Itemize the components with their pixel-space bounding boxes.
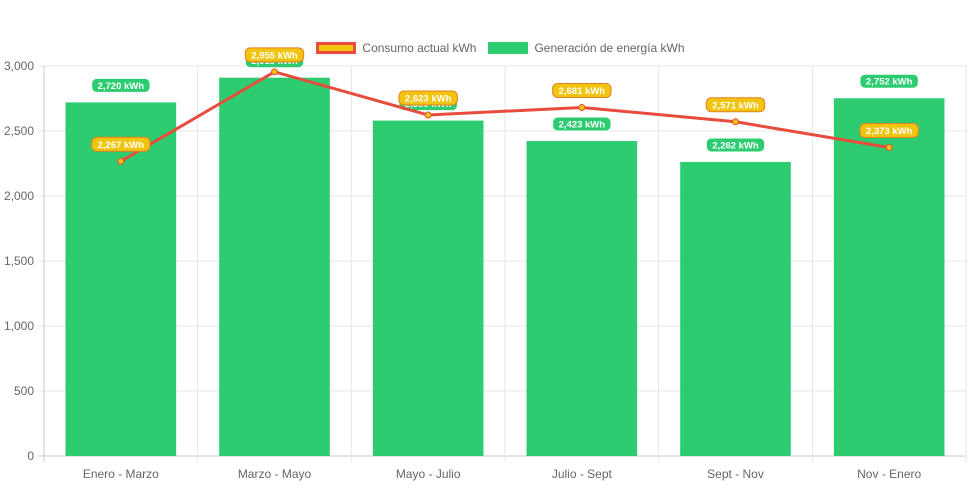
x-tick-label: Mayo - Julio	[396, 467, 461, 481]
x-tick-label: Nov - Enero	[857, 467, 921, 481]
x-tick-label: Sept - Nov	[707, 467, 764, 481]
y-tick-label: 1,500	[4, 254, 34, 268]
consumo-line	[120, 70, 890, 163]
consumo-point	[271, 68, 278, 76]
line-data-label: 2,373 kWh	[859, 123, 919, 139]
line-data-label-text: 2,681 kWh	[559, 86, 606, 97]
bar-data-label-text: 2,752 kWh	[866, 77, 913, 88]
consumo-point	[117, 157, 125, 165]
y-tick-label: 3,000	[4, 59, 34, 73]
x-tick-label: Marzo - Mayo	[238, 467, 312, 481]
legend-label-consumo: Consumo actual kWh	[362, 41, 477, 55]
bar	[372, 120, 484, 456]
legend-swatch-consumo	[316, 42, 357, 54]
bar-data-label-bg	[705, 137, 766, 153]
line-data-label: 2,571 kWh	[705, 97, 766, 113]
bar	[833, 98, 945, 457]
y-tick-label: 2,500	[4, 124, 34, 138]
bar-data-label: 2,423 kWh	[552, 116, 612, 132]
line-data-label: 2,681 kWh	[552, 82, 612, 98]
bar	[65, 102, 177, 457]
line-data-label-bg	[859, 123, 919, 139]
line-data-label-text: 2,955 kWh	[251, 50, 298, 61]
bar-data-label: 2,720 kWh	[91, 77, 151, 93]
y-tick-label: 500	[14, 384, 34, 398]
x-tick-label: Julio - Sept	[552, 467, 613, 481]
x-tick-label: Enero - Marzo	[83, 467, 159, 481]
bar	[680, 161, 791, 456]
legend-label-generacion: Generación de energía kWh	[534, 41, 685, 55]
line-data-label: 2,955 kWh	[244, 47, 305, 63]
consumo-point	[424, 111, 432, 119]
bar	[219, 77, 330, 456]
consumo-point	[732, 118, 739, 126]
line-data-label-text: 2,571 kWh	[712, 100, 759, 111]
line-data-label-text: 2,623 kWh	[405, 94, 452, 105]
legend-swatch-generacion	[488, 42, 529, 54]
bar-data-label-bg	[859, 73, 919, 89]
bar	[526, 141, 638, 456]
bar-data-label-bg	[91, 77, 151, 93]
line-data-label-bg	[398, 90, 458, 106]
consumo-point	[578, 103, 586, 111]
line-data-label-text: 2,267 kWh	[98, 140, 145, 151]
consumo-point	[885, 144, 893, 152]
line-data-label-bg	[705, 97, 766, 113]
legend-item-consumo[interactable]: Consumo actual kWh	[316, 41, 476, 55]
bar-data-label-bg	[552, 116, 612, 132]
y-tick-label: 1,000	[4, 319, 34, 333]
y-tick-label: 0	[27, 449, 34, 463]
line-data-label-text: 2,373 kWh	[866, 126, 913, 137]
bar-data-label: 2,262 kWh	[705, 137, 766, 153]
legend-item-generacion[interactable]: Generación de energía kWh	[488, 41, 685, 55]
chart-legend: Consumo actual kWh Generación de energía…	[0, 41, 971, 55]
bar-data-label-text: 2,423 kWh	[559, 120, 606, 131]
bar-data-label: 2,752 kWh	[859, 73, 919, 89]
line-data-label-bg	[91, 136, 151, 152]
line-data-label: 2,267 kWh	[91, 136, 151, 152]
line-data-label-bg	[552, 82, 612, 98]
y-tick-label: 2,000	[4, 189, 34, 203]
bar-data-label-text: 2,720 kWh	[98, 81, 145, 92]
bar-data-label-text: 2,262 kWh	[712, 140, 759, 151]
line-data-label: 2,623 kWh	[398, 90, 458, 106]
line-data-label-bg	[244, 47, 305, 63]
